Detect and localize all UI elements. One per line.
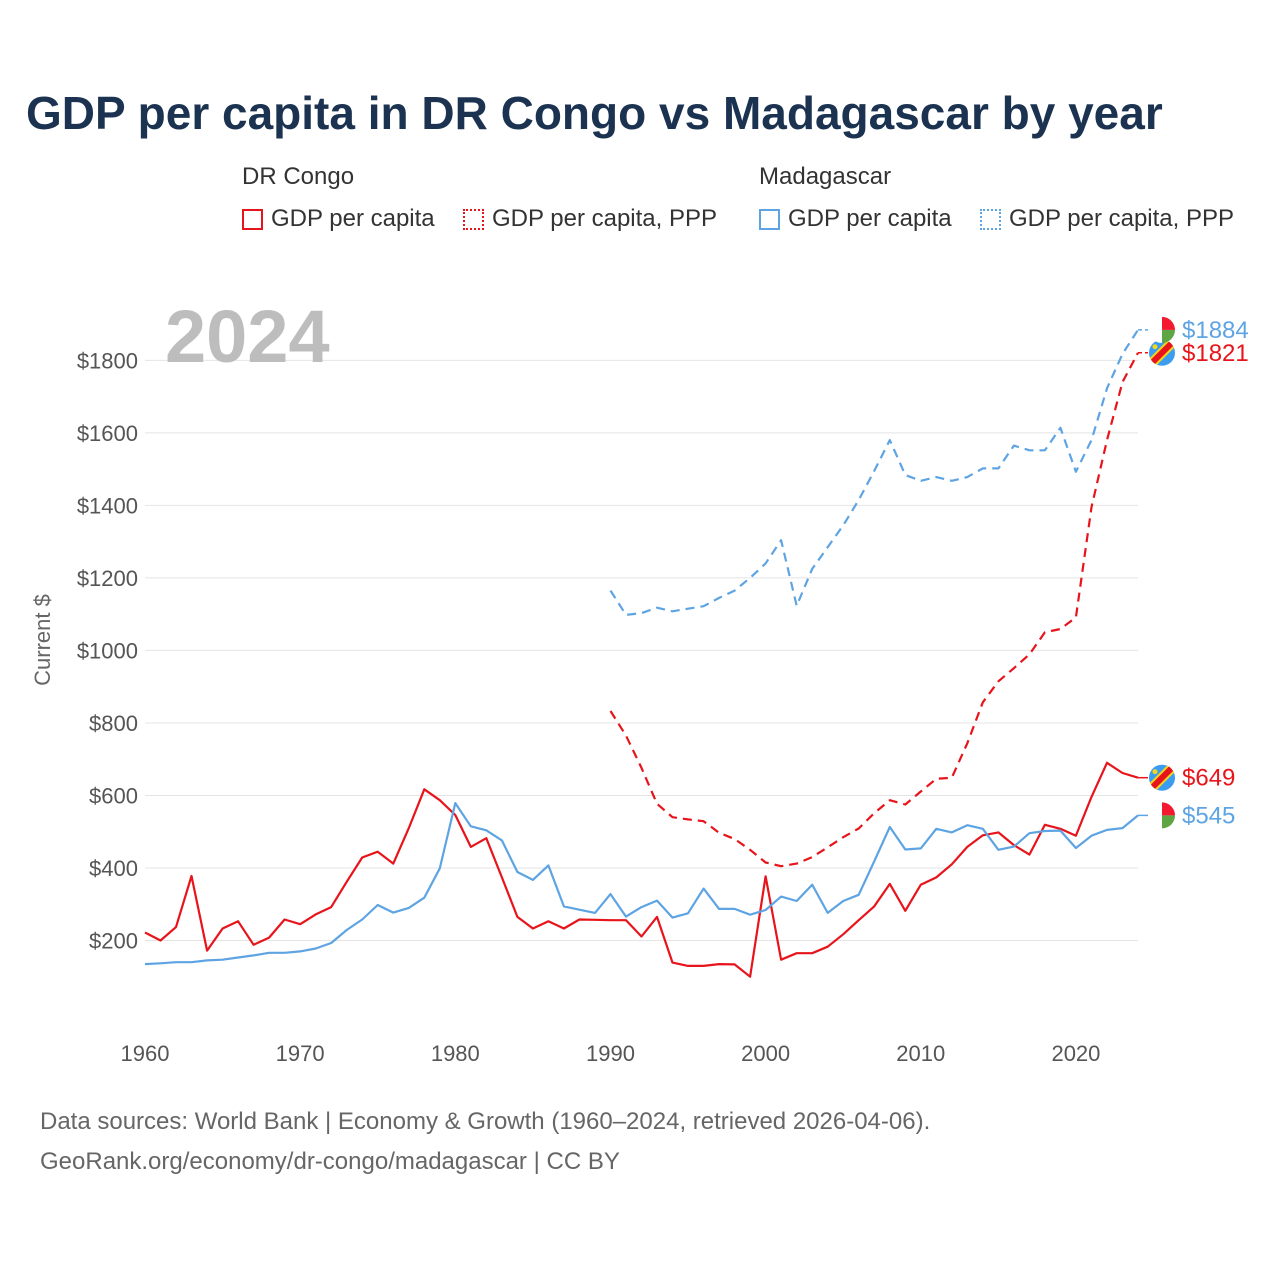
chart-title: GDP per capita in DR Congo vs Madagascar… — [26, 87, 1163, 139]
legend-swatch-red-solid — [242, 208, 263, 230]
x-tick-label: 1980 — [431, 1041, 480, 1066]
y-tick-label: $400 — [89, 856, 138, 881]
dr-congo-flag-icon — [1149, 764, 1175, 791]
end-value-label: $1821 — [1182, 340, 1249, 367]
footer-url[interactable]: GeoRank.org/economy/dr-congo/madagascar … — [40, 1148, 620, 1175]
x-tick-label: 2000 — [741, 1041, 790, 1066]
legend-item-drc-gdp[interactable]: GDP per capita — [242, 205, 435, 233]
y-tick-label: $800 — [89, 711, 138, 736]
legend-group-madagascar: Madagascar — [759, 163, 892, 190]
legend-swatch-red-dotted — [463, 208, 484, 230]
footer-sources: Data sources: World Bank | Economy & Gro… — [40, 1108, 931, 1135]
legend-label: GDP per capita, PPP — [1009, 205, 1234, 232]
legend-group-dr-congo: DR Congo — [242, 163, 355, 190]
madagascar-flag-icon — [1149, 316, 1175, 343]
legend-label: GDP per capita — [271, 205, 435, 232]
legend-item-mdg-gdp[interactable]: GDP per capita — [759, 205, 952, 233]
end-value-label: $545 — [1182, 802, 1235, 829]
y-tick-label: $1200 — [77, 566, 138, 591]
y-axis-label: Current $ — [30, 594, 55, 686]
end-markers: $649 $1821 $545 $1884 — [1138, 316, 1249, 829]
y-tick-label: $1800 — [77, 348, 138, 373]
y-axis-ticks: $200 $400 $600 $800 $1000 $1200 $1400 $1600 $180… — [77, 348, 138, 953]
x-tick-label: 2010 — [896, 1041, 945, 1066]
y-tick-label: $600 — [89, 783, 138, 808]
series-line-drc-solid[interactable] — [144, 761, 1139, 978]
legend-swatch-blue-solid — [759, 208, 780, 230]
x-tick-label: 1960 — [121, 1041, 170, 1066]
end-value-label: $1884 — [1182, 317, 1249, 344]
y-tick-label: $1400 — [77, 493, 138, 518]
legend-label: GDP per capita — [788, 205, 952, 232]
series-line-mdg-dashed[interactable] — [609, 329, 1139, 617]
madagascar-flag-icon — [1149, 802, 1175, 829]
legend-item-mdg-gdp-ppp[interactable]: GDP per capita, PPP — [980, 205, 1234, 233]
x-tick-label: 2020 — [1051, 1041, 1100, 1066]
x-axis-ticks: 1960 1970 1980 1990 2000 2010 2020 — [121, 1041, 1101, 1066]
series-line-mdg-solid[interactable] — [144, 801, 1139, 966]
series-line-drc-dashed[interactable] — [609, 352, 1139, 868]
y-tick-label: $200 — [89, 928, 138, 953]
end-value-label: $649 — [1182, 765, 1235, 792]
series-lines — [144, 329, 1139, 978]
legend-item-drc-gdp-ppp[interactable]: GDP per capita, PPP — [463, 205, 717, 233]
x-tick-label: 1970 — [276, 1041, 325, 1066]
legend-label: GDP per capita, PPP — [492, 205, 717, 232]
grid-lines — [145, 359, 1138, 941]
y-tick-label: $1600 — [77, 421, 138, 446]
x-tick-label: 1990 — [586, 1041, 635, 1066]
y-tick-label: $1000 — [77, 638, 138, 663]
year-label: 2024 — [165, 295, 330, 378]
legend-swatch-blue-dotted — [980, 208, 1001, 230]
